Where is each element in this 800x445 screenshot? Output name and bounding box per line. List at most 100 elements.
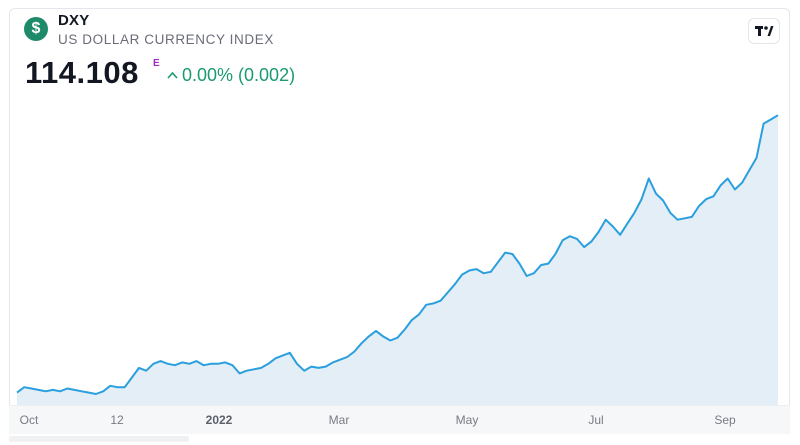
- chart-area-fill: [17, 115, 778, 405]
- data-point: [167, 363, 169, 365]
- data-point: [562, 239, 564, 241]
- data-point: [267, 363, 269, 365]
- data-point: [196, 360, 198, 362]
- footer-scrollbar: [9, 436, 189, 442]
- x-tick-label: Oct: [20, 413, 39, 427]
- tradingview-logo-icon[interactable]: [748, 18, 780, 44]
- data-point: [303, 370, 305, 372]
- data-point: [748, 169, 750, 171]
- data-point: [727, 178, 729, 180]
- data-point: [655, 193, 657, 195]
- data-point: [741, 182, 743, 184]
- data-point: [504, 252, 506, 254]
- dollar-logo-icon: $: [24, 17, 48, 41]
- data-point: [210, 363, 212, 365]
- data-point: [712, 195, 714, 197]
- data-point: [73, 389, 75, 391]
- data-point: [145, 370, 147, 372]
- data-point: [389, 340, 391, 342]
- x-axis: Oct 12 2022 Mar May Jul Sep: [9, 405, 790, 434]
- data-point: [734, 189, 736, 191]
- data-point: [38, 389, 40, 391]
- data-point: [88, 392, 90, 394]
- data-point: [346, 356, 348, 358]
- data-point: [461, 274, 463, 276]
- data-point: [476, 268, 478, 270]
- data-point: [296, 363, 298, 365]
- data-point: [102, 390, 104, 392]
- data-point: [95, 393, 97, 395]
- price-flag-badge: E: [153, 58, 160, 69]
- data-point: [490, 271, 492, 273]
- data-point: [540, 264, 542, 266]
- data-point: [583, 246, 585, 248]
- data-point: [368, 335, 370, 337]
- data-point: [404, 329, 406, 331]
- price-change: 0.00% (0.002): [167, 65, 295, 86]
- data-point: [533, 272, 535, 274]
- price-change-text: 0.00% (0.002): [182, 65, 295, 86]
- data-point: [375, 330, 377, 332]
- data-point: [483, 272, 485, 274]
- data-point: [332, 361, 334, 363]
- x-tick-label: 12: [110, 413, 123, 427]
- data-point: [648, 178, 650, 180]
- caret-up-icon: [167, 68, 178, 82]
- data-point: [203, 364, 205, 366]
- data-point: [756, 157, 758, 159]
- data-point: [382, 335, 384, 337]
- data-point: [705, 198, 707, 200]
- instrument-name: US DOLLAR CURRENCY INDEX: [58, 32, 274, 47]
- data-point: [59, 390, 61, 392]
- data-point: [468, 270, 470, 272]
- data-point: [432, 302, 434, 304]
- data-point: [52, 389, 54, 391]
- data-point: [310, 366, 312, 368]
- data-point: [66, 388, 68, 390]
- data-point: [662, 200, 664, 202]
- symbol-ticker[interactable]: DXY: [58, 12, 89, 29]
- data-point: [619, 234, 621, 236]
- data-point: [339, 359, 341, 361]
- data-point: [239, 372, 241, 374]
- data-point: [569, 235, 571, 237]
- data-point: [188, 363, 190, 365]
- data-point: [554, 253, 556, 255]
- data-point: [684, 217, 686, 219]
- data-point: [397, 337, 399, 339]
- data-point: [641, 198, 643, 200]
- data-point: [16, 392, 18, 394]
- dollar-glyph: $: [32, 20, 41, 38]
- data-point: [253, 368, 255, 370]
- data-point: [325, 366, 327, 368]
- data-point: [30, 388, 32, 390]
- data-point: [260, 367, 262, 369]
- data-point: [217, 363, 219, 365]
- data-point: [174, 364, 176, 366]
- x-tick-label: 2022: [206, 413, 233, 427]
- data-point: [131, 377, 133, 379]
- data-point: [598, 231, 600, 233]
- data-point: [160, 360, 162, 362]
- data-point: [282, 355, 284, 357]
- data-point: [626, 223, 628, 225]
- price-area-chart[interactable]: [9, 95, 790, 405]
- data-point: [526, 275, 528, 277]
- data-point: [691, 216, 693, 218]
- data-point: [777, 114, 779, 116]
- data-point: [81, 390, 83, 392]
- data-point: [698, 205, 700, 207]
- data-point: [109, 385, 111, 387]
- data-point: [45, 390, 47, 392]
- data-point: [425, 304, 427, 306]
- data-point: [23, 386, 25, 388]
- data-point: [418, 313, 420, 315]
- data-point: [454, 283, 456, 285]
- data-point: [720, 184, 722, 186]
- x-tick-label: Mar: [329, 413, 350, 427]
- data-point: [275, 357, 277, 359]
- x-tick-label: May: [456, 413, 479, 427]
- data-point: [547, 263, 549, 265]
- x-tick-label: Sep: [714, 413, 735, 427]
- data-point: [511, 253, 513, 255]
